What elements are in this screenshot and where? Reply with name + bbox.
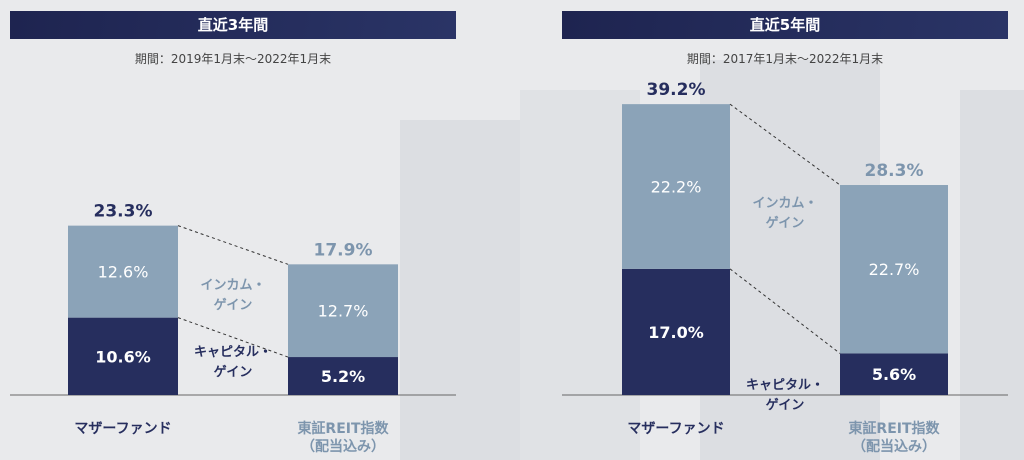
legend-income-gain: インカム・ — [752, 196, 817, 211]
category-label: 東証REIT指数 （配当込み） — [848, 421, 940, 455]
bar-income-gain — [288, 264, 398, 358]
data-label: 12.6% — [98, 263, 149, 282]
panel-title-3y: 直近3年間 — [10, 11, 456, 39]
bar-capital-gain — [622, 268, 730, 395]
total-label: 39.2% — [647, 80, 706, 100]
data-label: 12.7% — [318, 302, 369, 321]
connector-line — [729, 268, 841, 354]
connector-line — [729, 103, 841, 186]
data-label: 22.7% — [869, 260, 920, 279]
category-label: マザーファンド — [74, 421, 172, 437]
panel-title-5y: 直近5年間 — [562, 11, 1008, 39]
total-label: 17.9% — [314, 240, 373, 260]
legend-income-gain: ゲイン — [766, 215, 805, 231]
bar-income-gain — [840, 185, 948, 354]
category-label: マザーファンド — [627, 421, 725, 437]
background-building — [960, 90, 1024, 460]
legend-capital-gain: ゲイン — [766, 397, 805, 413]
data-label: 5.6% — [872, 365, 916, 384]
legend-capital-gain: キャピタル・ — [746, 378, 824, 393]
bar-income-gain — [68, 225, 178, 318]
legend-income-gain: インカム・ — [200, 278, 265, 293]
bar-capital-gain — [68, 317, 178, 395]
total-label: 28.3% — [865, 161, 924, 181]
bar-capital-gain — [840, 353, 948, 395]
data-label: 22.2% — [651, 177, 702, 196]
legend-capital-gain: ゲイン — [214, 364, 253, 380]
connector-line — [177, 225, 289, 265]
connector-line — [177, 317, 289, 358]
category-label: 東証REIT指数 （配当込み） — [297, 421, 389, 455]
bar-capital-gain — [288, 357, 398, 395]
bar-income-gain — [622, 104, 730, 269]
data-label: 10.6% — [95, 347, 151, 366]
period-3y: 期間：2019年1月末～2022年1月末 — [134, 52, 332, 66]
total-label: 23.3% — [94, 202, 153, 222]
period-5y: 期間：2017年1月末～2022年1月末 — [686, 52, 884, 66]
background-building — [520, 90, 640, 460]
data-label: 5.2% — [321, 367, 365, 386]
legend-income-gain: ゲイン — [214, 297, 253, 313]
data-label: 17.0% — [648, 323, 704, 342]
legend-capital-gain: キャピタル・ — [194, 345, 272, 360]
